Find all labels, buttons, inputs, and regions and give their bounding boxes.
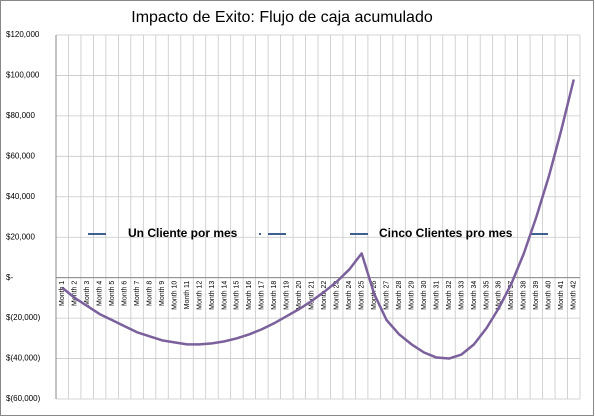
- x-tick-label: Month 6: [121, 281, 128, 306]
- x-tick-label: Month 9: [159, 281, 166, 306]
- annotation: Cinco Clientes pro mes: [379, 226, 513, 240]
- x-tick-label: Month 22: [321, 281, 328, 310]
- x-tick-label: Month 13: [209, 281, 216, 310]
- x-tick-label: Month 34: [471, 281, 478, 310]
- x-tick-label: Month 31: [433, 281, 440, 310]
- x-tick-label: Month 32: [446, 281, 453, 310]
- x-tick-label: Month 42: [571, 281, 578, 310]
- y-tick-label: $40,000: [6, 192, 35, 201]
- y-tick-label: $100,000: [6, 71, 40, 80]
- x-tick-label: Month 12: [196, 281, 203, 310]
- x-tick-label: Month 16: [246, 281, 253, 310]
- x-tick-label: Month 15: [234, 281, 241, 310]
- x-tick-label: Month 14: [221, 281, 228, 310]
- x-tick-label: Month 24: [346, 281, 353, 310]
- x-tick-label: Month 41: [558, 281, 565, 310]
- x-tick-label: Month 7: [134, 281, 141, 306]
- x-tick-label: Month 2: [72, 281, 79, 306]
- y-tick-label: $(60,000): [6, 394, 41, 403]
- y-tick-label: $60,000: [6, 151, 35, 160]
- x-tick-label: Month 36: [496, 281, 503, 310]
- x-tick-label: Month 39: [533, 281, 540, 310]
- x-tick-label: Month 27: [383, 281, 390, 310]
- x-tick-label: Month 8: [146, 281, 153, 306]
- x-tick-label: Month 19: [284, 281, 291, 310]
- x-tick-label: Month 21: [309, 281, 316, 310]
- x-tick-label: Month 4: [97, 281, 104, 306]
- x-tick-label: Month 37: [508, 281, 515, 310]
- y-tick-label: $(40,000): [6, 354, 41, 363]
- y-tick-label: $-: [6, 273, 13, 282]
- y-tick-label: $20,000: [6, 232, 35, 241]
- x-tick-label: Month 38: [521, 281, 528, 310]
- y-tick-label: $(20,000): [6, 313, 41, 322]
- x-tick-label: Month 10: [171, 281, 178, 310]
- line-series: [61, 79, 575, 360]
- chart-title: Impacto de Exito: Flujo de caja acumulad…: [131, 9, 433, 26]
- x-tick-label: Month 17: [259, 281, 266, 310]
- x-tick-label: Month 25: [359, 281, 366, 310]
- x-tick-label: Month 40: [546, 281, 553, 310]
- x-tick-label: Month 30: [421, 281, 428, 310]
- x-tick-label: Month 3: [84, 281, 91, 306]
- x-tick-label: Month 35: [483, 281, 490, 310]
- x-tick-label: Month 1: [59, 281, 66, 306]
- x-tick-label: Month 18: [271, 281, 278, 310]
- x-tick-label: Month 33: [458, 281, 465, 310]
- x-tick-label: Month 28: [396, 281, 403, 310]
- x-tick-label: Month 23: [334, 281, 341, 310]
- x-tick-label: Month 20: [296, 281, 303, 310]
- x-tick-label: Month 5: [109, 281, 116, 306]
- x-tick-label: Month 29: [408, 281, 415, 310]
- y-tick-label: $120,000: [6, 30, 40, 39]
- y-tick-label: $80,000: [6, 111, 35, 120]
- x-tick-label: Month 11: [184, 281, 191, 310]
- annotation: Un Cliente por mes: [128, 226, 238, 240]
